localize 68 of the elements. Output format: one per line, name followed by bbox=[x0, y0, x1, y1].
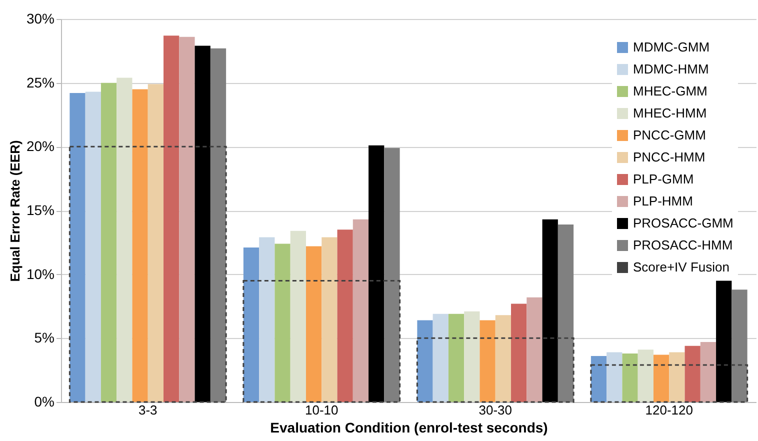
legend-label: PNCC-GMM bbox=[633, 128, 706, 142]
legend-label: Score+IV Fusion bbox=[633, 260, 730, 274]
legend-label: PLP-GMM bbox=[633, 172, 694, 186]
bar bbox=[352, 219, 369, 402]
y-tick-label: 25% bbox=[26, 74, 54, 90]
legend-label: PROSACC-GMM bbox=[633, 216, 734, 230]
y-axis-title: Equal Error Rate (EER) bbox=[7, 140, 22, 282]
bar bbox=[622, 353, 638, 402]
bar bbox=[638, 350, 654, 402]
bar bbox=[684, 346, 700, 402]
bar bbox=[384, 148, 400, 402]
y-tick-label: 30% bbox=[26, 10, 54, 26]
bar bbox=[417, 320, 433, 402]
y-tick-label: 5% bbox=[34, 330, 54, 346]
legend-label: MDMC-GMM bbox=[633, 40, 710, 54]
bar bbox=[590, 356, 607, 402]
legend-label: PROSACC-HMM bbox=[633, 238, 733, 252]
bar bbox=[70, 93, 86, 402]
bar bbox=[368, 145, 384, 402]
bar bbox=[480, 320, 496, 402]
y-tick-label: 20% bbox=[26, 138, 54, 154]
bar bbox=[243, 248, 260, 402]
bar bbox=[306, 246, 322, 402]
bar bbox=[732, 290, 748, 402]
bar bbox=[416, 337, 574, 403]
bar bbox=[164, 36, 180, 402]
bar bbox=[669, 352, 685, 402]
bar bbox=[194, 46, 210, 402]
bar bbox=[210, 48, 226, 402]
legend-label: PNCC-HMM bbox=[633, 150, 706, 164]
bar bbox=[290, 230, 306, 402]
bar bbox=[432, 314, 448, 402]
bar bbox=[590, 364, 748, 403]
bar bbox=[100, 82, 117, 402]
legend-label: MDMC-HMM bbox=[633, 62, 709, 76]
bar bbox=[495, 315, 512, 402]
legend-label: MHEC-GMM bbox=[633, 84, 708, 98]
y-tick-label: 0% bbox=[34, 394, 54, 410]
bar bbox=[558, 224, 574, 402]
bar bbox=[132, 89, 148, 402]
bar bbox=[322, 237, 338, 402]
bar bbox=[85, 92, 101, 402]
bar bbox=[526, 297, 542, 402]
bar bbox=[242, 280, 401, 403]
bar bbox=[653, 354, 670, 402]
bar bbox=[700, 342, 716, 402]
bar bbox=[179, 36, 195, 402]
bar bbox=[337, 230, 353, 402]
x-tick-label: 3-3 bbox=[138, 402, 158, 418]
bar bbox=[511, 304, 527, 402]
bar bbox=[542, 219, 558, 402]
y-tick-label: 15% bbox=[26, 202, 54, 218]
bar bbox=[448, 314, 464, 402]
x-tick-label: 120-120 bbox=[645, 402, 693, 418]
y-tick-label: 10% bbox=[26, 266, 54, 282]
bar bbox=[606, 352, 622, 402]
bar bbox=[148, 84, 164, 402]
x-axis-title: Evaluation Condition (enrol-test seconds) bbox=[270, 420, 548, 436]
bar bbox=[116, 78, 132, 402]
x-tick-label: 30-30 bbox=[478, 402, 512, 418]
x-tick-label: 10-10 bbox=[305, 402, 338, 418]
bar bbox=[716, 280, 732, 402]
bar bbox=[274, 244, 290, 402]
bar bbox=[68, 146, 227, 403]
bar bbox=[259, 237, 275, 402]
legend-label: MHEC-HMM bbox=[633, 106, 707, 120]
bar bbox=[464, 311, 480, 402]
legend-label: PLP-HMM bbox=[633, 194, 693, 208]
